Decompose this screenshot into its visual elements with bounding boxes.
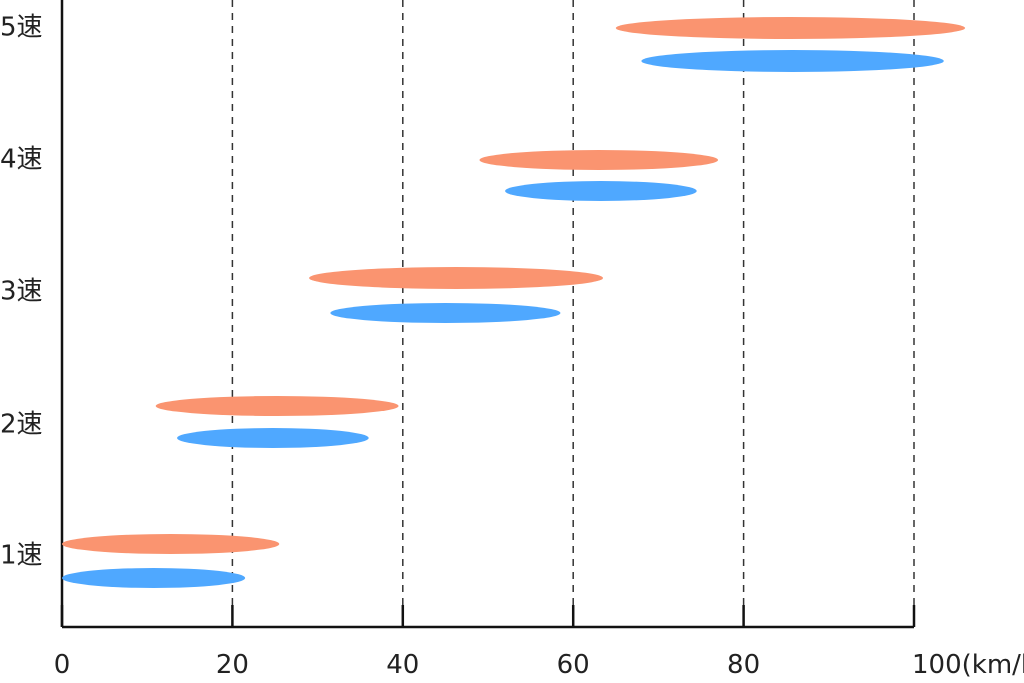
x-tick-label-0: 0 — [54, 650, 71, 680]
x-tick-label-60: 60 — [557, 650, 590, 680]
gear-label-2: 2速 — [0, 410, 43, 440]
x-tick-label-20: 20 — [216, 650, 249, 680]
range-bar-series1-gear1 — [62, 534, 280, 554]
gear-label-3: 3速 — [0, 277, 43, 307]
range-bar-series2-gear2 — [177, 428, 369, 448]
range-bar-series2-gear3 — [330, 303, 561, 323]
range-bar-series2-gear5 — [641, 50, 944, 72]
gear-label-5: 5速 — [0, 13, 43, 43]
range-bar-series1-gear4 — [479, 150, 719, 170]
x-tick-label-80: 80 — [727, 650, 760, 680]
range-bar-series1-gear3 — [309, 267, 604, 289]
range-bar-series1-gear2 — [155, 396, 399, 416]
x-tick-label-100: 100(km/h) — [912, 650, 1024, 680]
x-tick-label-40: 40 — [386, 650, 419, 680]
gear-label-1: 1速 — [0, 541, 43, 571]
range-bar-series1-gear5 — [615, 17, 966, 39]
range-bar-series2-gear1 — [62, 568, 246, 588]
gear-label-4: 4速 — [0, 145, 43, 175]
range-bar-series2-gear4 — [505, 181, 697, 201]
